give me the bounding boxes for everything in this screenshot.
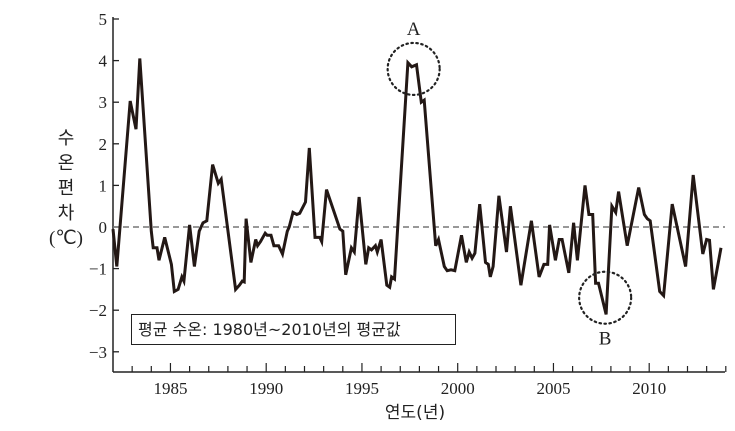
y-tick-label: 4 xyxy=(99,52,108,71)
annotation-label-a: A xyxy=(407,19,421,40)
y-axis-label-char: 수 xyxy=(57,128,75,149)
legend-box: 평균 수온: 1980년~2010년의 평균값 xyxy=(131,314,456,345)
y-axis-label-char: 온 xyxy=(57,153,75,174)
x-tick-label: 2005 xyxy=(536,379,570,398)
temperature-anomaly-line xyxy=(111,58,723,315)
y-tick-label: −3 xyxy=(89,343,107,362)
annotation-circle-a xyxy=(386,41,441,97)
annotation-circle-b xyxy=(578,270,633,325)
y-tick-label: 5 xyxy=(99,10,108,29)
y-tick-label: 3 xyxy=(99,93,108,112)
x-tick-label: 2010 xyxy=(632,379,666,398)
y-tick-label: 0 xyxy=(99,218,108,237)
x-tick-label: 1995 xyxy=(345,379,379,398)
x-axis-label: 연도(년) xyxy=(384,403,446,423)
y-axis-unit: (℃) xyxy=(49,228,83,249)
x-tick-label: 1990 xyxy=(249,379,283,398)
y-tick-label: 2 xyxy=(99,135,108,154)
y-axis-label-char: 차 xyxy=(57,203,75,224)
y-tick-label: −2 xyxy=(89,301,107,320)
y-tick-label: 1 xyxy=(99,176,108,195)
annotation-label-b: B xyxy=(599,329,612,350)
y-axis-label: 수 온 편 차 (℃) xyxy=(48,126,84,251)
y-tick-label: −1 xyxy=(89,260,107,279)
x-tick-label: 1985 xyxy=(153,379,187,398)
x-tick-label: 2000 xyxy=(441,379,475,398)
y-axis-label-char: 편 xyxy=(57,178,75,199)
